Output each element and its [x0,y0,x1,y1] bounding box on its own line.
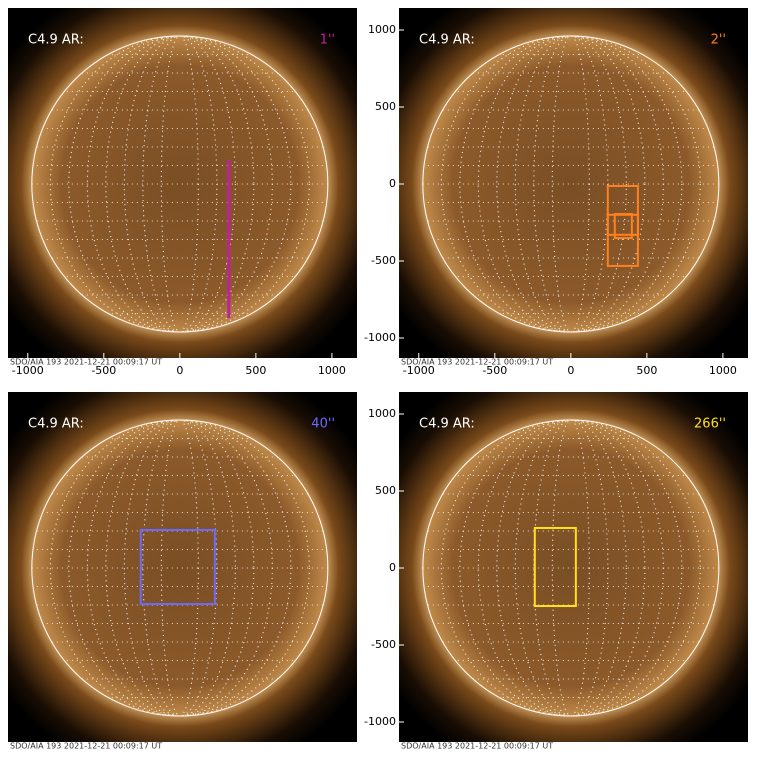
meridian [105,420,255,717]
coordinate-grid [422,420,719,717]
meridian [86,36,273,333]
annotation: 40'' [311,417,335,432]
panel: C4.9 AR: 1'' SDO/AIA 193 2021-12-21 00:09:… [8,8,357,377]
x-tick-label: -500 [91,364,116,377]
meridian [533,36,609,333]
panel-label: C4.9 AR: [419,33,475,48]
meridian [514,36,627,333]
panel-label: C4.9 AR: [419,417,475,432]
y-tick-label: -1000 [364,715,396,728]
x-tick-label: -1000 [12,364,44,377]
panel: C4.9 AR: 40'' SDO/AIA 193 2021-12-21 00:09… [8,392,357,751]
meridian [496,420,646,717]
meridian [68,36,292,333]
meridian [142,36,218,333]
panel-label: C4.9 AR: [28,33,84,48]
x-tick-label: 1000 [709,364,737,377]
meridian [514,420,627,717]
caption: SDO/AIA 193 2021-12-21 00:09:17 UT [401,358,553,367]
meridian [160,420,199,717]
panel-label: C4.9 AR: [28,417,84,432]
coordinate-grid [31,36,328,333]
limb [31,35,329,333]
x-tick-label: 500 [636,364,657,377]
coordinate-grid [31,420,328,717]
limb [422,35,720,333]
meridian [49,36,310,333]
disc [422,420,719,717]
disc [422,36,719,333]
y-tick-label: 1000 [368,23,396,36]
meridian [459,420,683,717]
panel: C4.9 AR: 2'' SDO/AIA 193 2021-12-21 00:09:… [364,8,748,377]
limb [422,419,720,717]
y-tick-label: -1000 [364,331,396,344]
meridian [440,36,701,333]
x-tick-label: 1000 [318,364,346,377]
y-tick-label: 0 [389,177,396,190]
region-box [613,213,633,240]
x-tick-label: 500 [245,364,266,377]
annotation: 2'' [711,33,726,48]
y-tick-label: -500 [371,638,396,651]
meridian [86,420,273,717]
meridian [49,420,310,717]
meridian [105,36,255,333]
meridian [440,420,701,717]
meridian [68,420,292,717]
meridian [160,36,199,333]
panel: C4.9 AR: 266'' SDO/AIA 193 2021-12-21 00:0… [364,392,748,751]
annotation: 266'' [694,417,726,432]
caption: SDO/AIA 193 2021-12-21 00:09:17 UT [401,742,553,751]
meridian [123,420,236,717]
meridian [551,420,590,717]
meridian [496,36,646,333]
region-box [139,528,216,606]
y-tick-label: 500 [375,484,396,497]
region-box [606,185,639,236]
solar-image [8,8,357,358]
meridian [459,36,683,333]
solar-image [8,392,357,742]
x-tick-label: 0 [567,364,574,377]
solar-image [399,392,748,742]
meridian [533,420,609,717]
y-tick-label: 0 [389,561,396,574]
caption: SDO/AIA 193 2021-12-21 00:09:17 UT [10,742,162,751]
meridian [551,36,590,333]
solar-image [399,8,748,358]
disc [31,36,328,333]
annotation: 1'' [320,33,335,48]
region-box [533,526,577,608]
x-tick-label: 0 [176,364,183,377]
meridian [142,420,218,717]
meridian [477,420,664,717]
limb [31,419,329,717]
coordinate-grid [422,36,719,333]
disc [31,420,328,717]
y-tick-label: 500 [375,100,396,113]
x-tick-label: -500 [482,364,507,377]
y-tick-label: 1000 [368,407,396,420]
y-tick-label: -500 [371,254,396,267]
meridian [477,36,664,333]
caption: SDO/AIA 193 2021-12-21 00:09:17 UT [10,358,162,367]
x-tick-label: -1000 [403,364,435,377]
meridian [123,36,236,333]
